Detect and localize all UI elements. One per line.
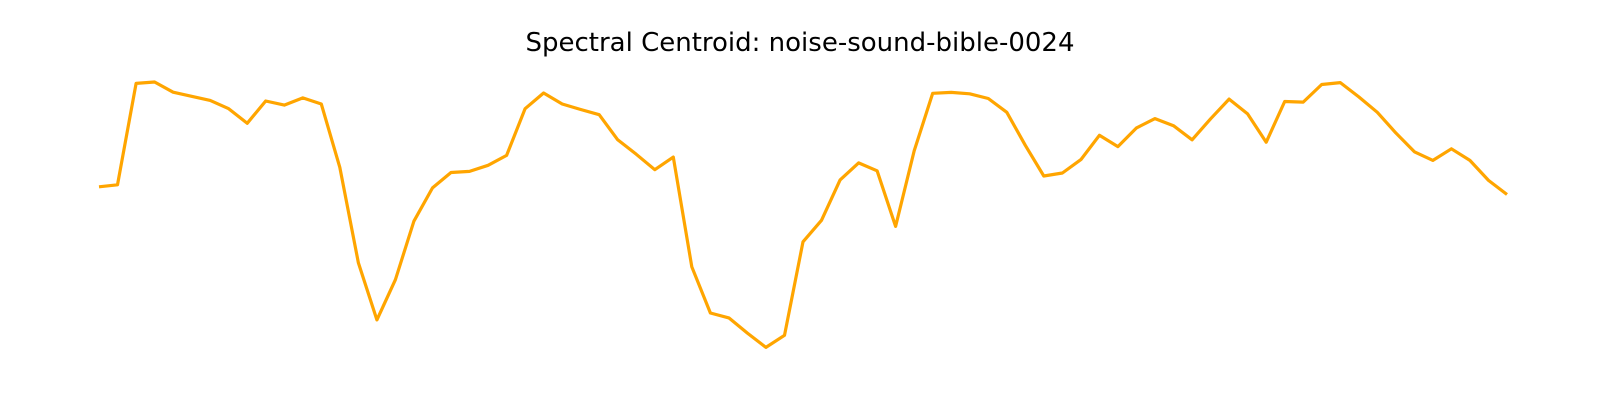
series-line-0 [98,80,1508,349]
chart-title: Spectral Centroid: noise-sound-bible-002… [525,28,1074,58]
plot-area [98,80,1508,349]
